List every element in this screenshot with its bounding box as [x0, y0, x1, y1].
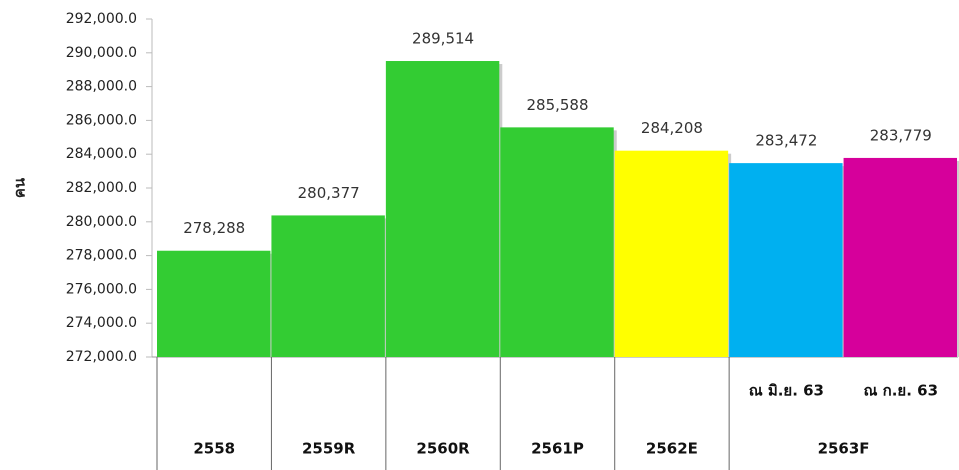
y-tick-label: 288,000.0 — [66, 79, 137, 95]
bar — [729, 163, 843, 357]
y-tick-label: 286,000.0 — [66, 112, 137, 128]
bar — [385, 61, 500, 358]
bar — [500, 127, 614, 358]
y-tick-label: 278,000.0 — [66, 248, 137, 264]
bar — [157, 250, 271, 357]
value-label: 285,588 — [526, 96, 588, 114]
y-tick-label: 280,000.0 — [66, 214, 137, 230]
x-tick-label: ณ ก.ย. 63 — [864, 382, 939, 400]
bar — [843, 157, 957, 357]
x-tick-label: ณ มิ.ย. 63 — [749, 382, 824, 400]
bar — [271, 215, 385, 357]
y-tick-label: 290,000.0 — [66, 45, 137, 61]
value-label: 283,472 — [755, 132, 817, 150]
group-label: 2563F — [818, 440, 870, 458]
y-tick-label: 274,000.0 — [66, 315, 137, 331]
y-tick-label: 284,000.0 — [66, 146, 137, 162]
x-tick-label: 2560R — [416, 440, 470, 458]
value-label: 280,377 — [298, 184, 360, 202]
value-label: 284,208 — [641, 119, 703, 137]
y-tick-label: 282,000.0 — [66, 180, 137, 196]
y-axis-label: คน — [11, 177, 29, 198]
value-label: 289,514 — [412, 30, 474, 48]
x-tick-label: 2559R — [302, 440, 356, 458]
y-tick-label: 292,000.0 — [66, 11, 137, 27]
y-tick-label: 272,000.0 — [66, 349, 137, 365]
x-tick-label: 2558 — [193, 440, 235, 458]
y-tick-label: 276,000.0 — [66, 281, 137, 297]
value-label: 283,779 — [870, 126, 932, 144]
bar — [614, 150, 729, 357]
x-tick-label: 2561P — [531, 440, 584, 458]
value-label: 278,288 — [183, 219, 245, 237]
x-tick-label: 2562E — [646, 440, 698, 458]
